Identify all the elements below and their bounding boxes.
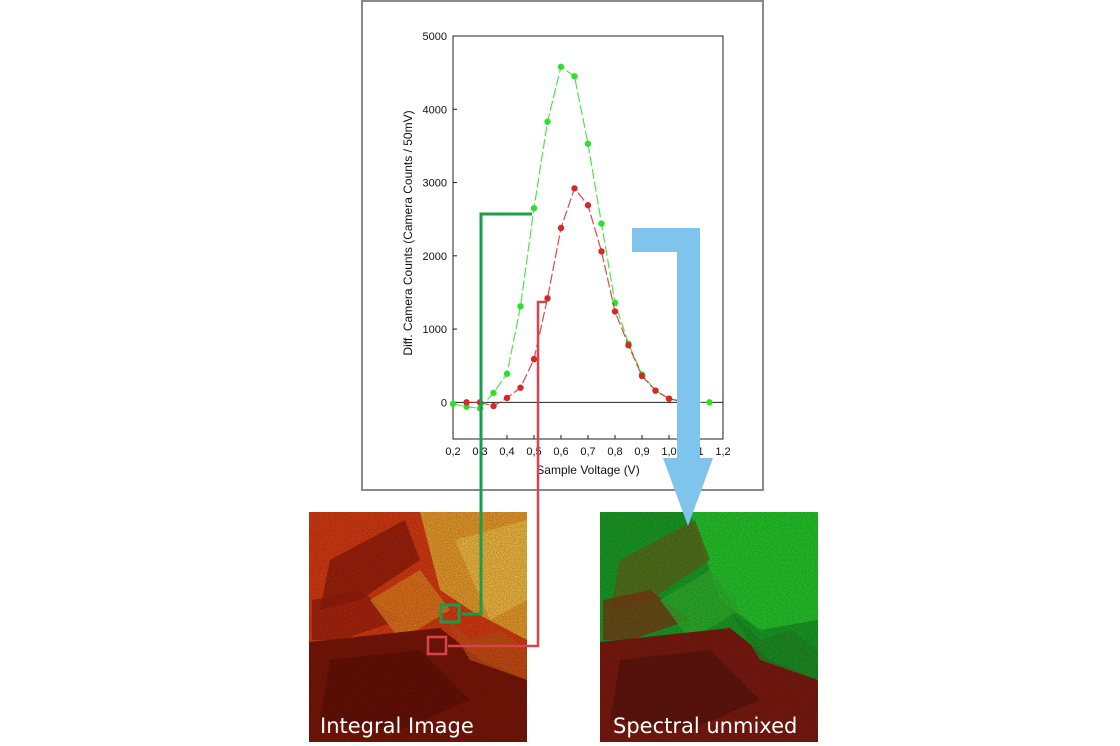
- integral-image-caption: Integral Image: [320, 714, 474, 738]
- data-point: [463, 403, 470, 410]
- red-connector-line: [448, 300, 547, 648]
- data-point: [517, 303, 524, 310]
- green-connector-line: [462, 212, 532, 616]
- red-sample-box: [426, 635, 448, 656]
- data-point: [611, 308, 619, 315]
- x-tick-label: 0,5: [526, 446, 541, 458]
- y-tick-label: 2000: [423, 251, 447, 263]
- x-tick-label: 0,2: [445, 446, 460, 458]
- data-point: [652, 387, 659, 394]
- unmix-arrow: [632, 228, 713, 526]
- data-point: [463, 399, 470, 406]
- data-point: [638, 372, 646, 380]
- data-point: [557, 224, 565, 232]
- x-tick-label: 0,9: [634, 446, 649, 458]
- data-point: [557, 63, 565, 70]
- spectral-unmixed-caption: Spectral unmixed: [613, 714, 797, 738]
- x-tick-label: 0,7: [580, 446, 595, 458]
- data-point: [503, 370, 511, 377]
- data-point: [625, 342, 632, 349]
- green-sample-box: [439, 603, 461, 624]
- data-point: [571, 73, 578, 80]
- data-point: [503, 394, 511, 402]
- integral-image: [309, 512, 527, 742]
- data-point: [706, 399, 713, 406]
- data-point: [584, 140, 592, 147]
- x-tick-label: 1,0: [661, 446, 676, 458]
- data-point: [598, 220, 605, 227]
- data-point: [530, 204, 538, 212]
- data-point: [490, 389, 497, 397]
- data-point: [544, 295, 551, 302]
- data-point: [449, 400, 457, 408]
- data-point: [517, 384, 524, 391]
- y-axis-ticks: 0 1000 2000 3000 4000 5000: [423, 31, 457, 409]
- x-tick-label: 0,6: [553, 446, 568, 458]
- spectral-unmixed-image: [600, 512, 818, 742]
- data-point: [611, 299, 619, 306]
- x-axis-label: Sample Voltage (V): [536, 463, 639, 477]
- data-point: [530, 355, 538, 363]
- data-point: [490, 402, 497, 410]
- x-tick-label: 0,8: [607, 446, 622, 458]
- data-point: [584, 202, 592, 209]
- data-point: [544, 118, 551, 125]
- y-tick-label: 0: [441, 397, 447, 409]
- series-line-0: [452, 65, 710, 409]
- data-point: [665, 395, 673, 402]
- y-tick-label: 5000: [423, 31, 447, 43]
- data-point: [598, 248, 605, 255]
- y-tick-label: 3000: [423, 178, 447, 190]
- data-point: [571, 185, 578, 192]
- y-tick-label: 1000: [423, 324, 447, 336]
- series-layer: [449, 63, 713, 412]
- y-axis-label: Diff. Camera Counts (Camera Counts / 50m…: [401, 110, 415, 355]
- x-tick-label: 0,4: [499, 446, 514, 458]
- y-tick-label: 4000: [423, 104, 447, 116]
- x-tick-label: 1,2: [715, 446, 730, 458]
- chart-frame: [361, 0, 764, 491]
